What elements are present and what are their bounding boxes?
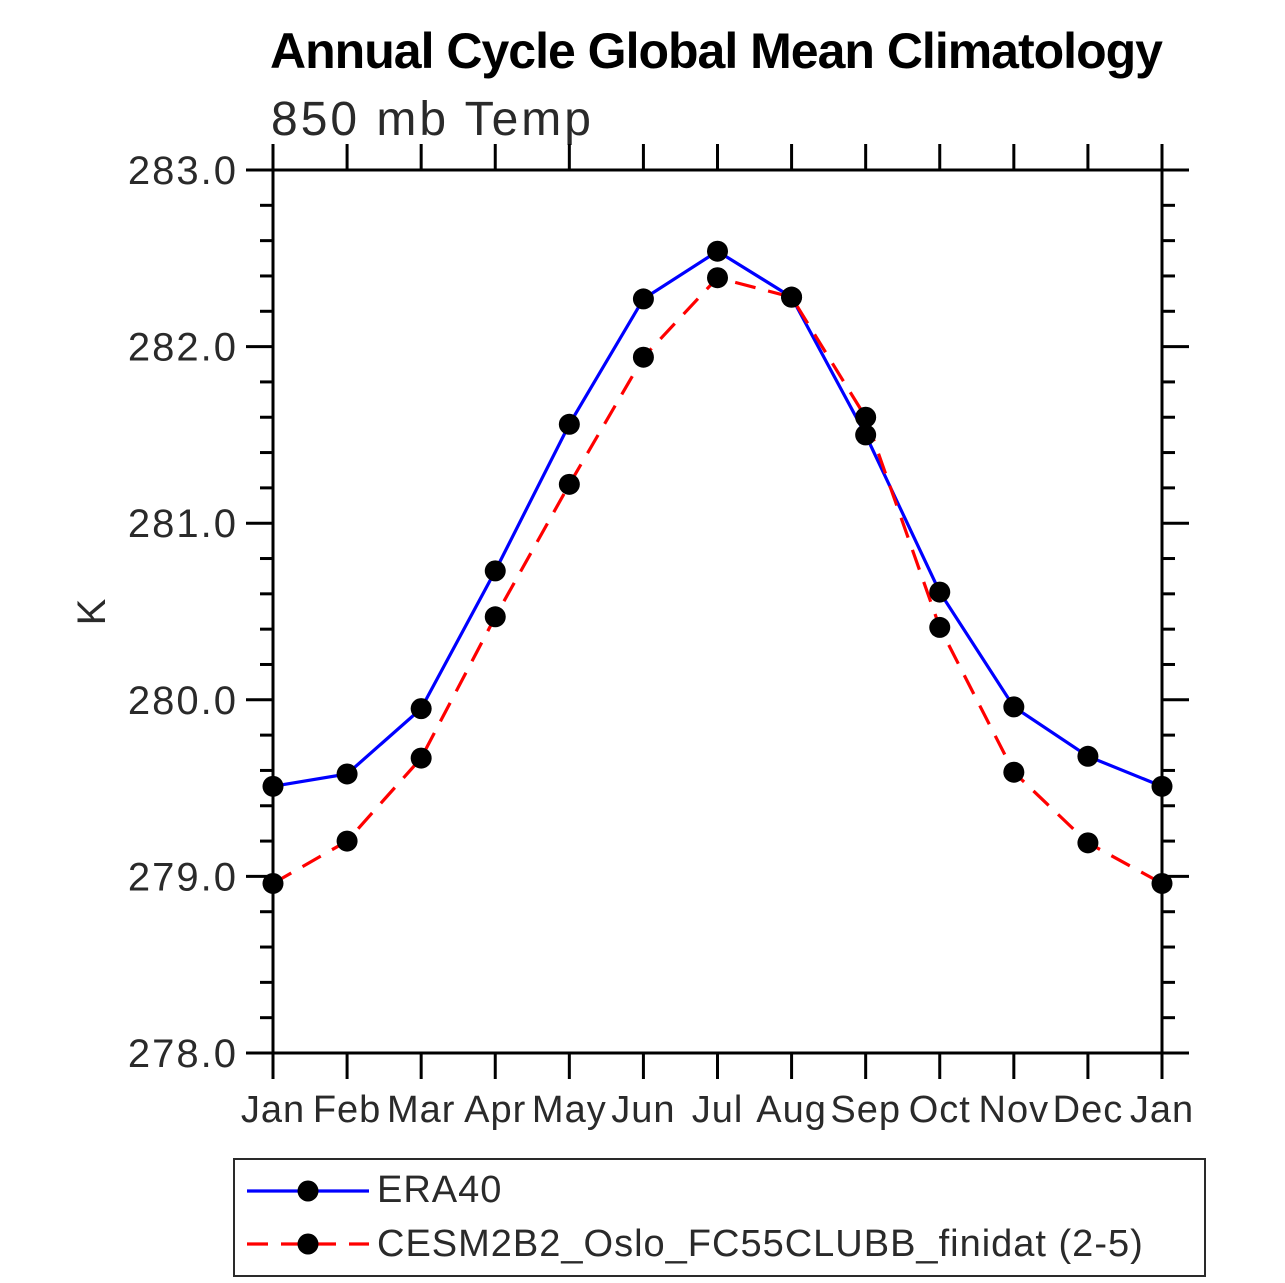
y-tick-label: 280.0 xyxy=(128,679,238,723)
x-tick-label: Jun xyxy=(611,1089,675,1131)
data-point xyxy=(855,406,877,428)
data-point xyxy=(1003,761,1025,783)
data-point xyxy=(929,616,951,638)
x-tick-label: Jan xyxy=(1130,1089,1194,1131)
x-tick-label: Apr xyxy=(464,1089,526,1131)
chart-subtitle: 850 mb Temp xyxy=(271,93,594,146)
cesm-sample-marker xyxy=(297,1233,319,1255)
series-lines xyxy=(272,249,1163,885)
data-point xyxy=(707,240,728,262)
data-point xyxy=(632,288,654,310)
data-point xyxy=(410,747,432,769)
x-tick-label: Nov xyxy=(979,1089,1050,1131)
y-tick-label: 283.0 xyxy=(128,149,238,193)
legend-item-era40: ERA40 xyxy=(243,1169,1204,1212)
data-point xyxy=(632,346,654,368)
series-line-0 xyxy=(272,249,1163,788)
data-point xyxy=(558,413,580,435)
x-tick-label: Sep xyxy=(830,1089,901,1131)
data-point xyxy=(781,286,803,308)
era40-sample-marker xyxy=(297,1180,319,1202)
data-point xyxy=(262,872,284,894)
x-tick-label: Oct xyxy=(909,1089,971,1131)
data-point xyxy=(1077,745,1099,767)
data-point xyxy=(336,763,358,785)
data-point xyxy=(707,267,728,289)
chart-title: Annual Cycle Global Mean Climatology xyxy=(270,23,1163,79)
era40-line-sample xyxy=(247,1180,369,1202)
legend: ERA40 CESM2B2_Oslo_FC55CLUBB_finidat (2-… xyxy=(233,1158,1206,1277)
series-markers xyxy=(262,240,1173,894)
legend-item-cesm: CESM2B2_Oslo_FC55CLUBB_finidat (2-5) xyxy=(243,1223,1204,1266)
x-tick-label: Feb xyxy=(313,1089,381,1131)
data-point xyxy=(1151,775,1173,797)
data-point xyxy=(1151,872,1173,894)
x-tick-label: May xyxy=(532,1089,607,1131)
legend-label-era40: ERA40 xyxy=(377,1169,503,1212)
data-point xyxy=(929,581,951,603)
data-point xyxy=(410,698,432,720)
data-point xyxy=(484,606,506,628)
x-tick-label: Dec xyxy=(1053,1089,1124,1131)
data-point xyxy=(262,775,284,797)
y-tick-label: 278.0 xyxy=(128,1032,238,1076)
series-line-1 xyxy=(272,275,1163,885)
x-tick-label: Jan xyxy=(241,1089,305,1131)
data-point xyxy=(1003,696,1025,718)
axis-ticks xyxy=(246,144,1189,1079)
data-point xyxy=(1077,832,1099,854)
data-point xyxy=(484,560,506,582)
legend-label-cesm: CESM2B2_Oslo_FC55CLUBB_finidat (2-5) xyxy=(377,1222,1144,1265)
data-point xyxy=(558,473,580,495)
data-point xyxy=(855,424,877,446)
y-tick-label: 281.0 xyxy=(128,502,238,546)
x-tick-label: Aug xyxy=(756,1089,827,1131)
y-tick-label: 279.0 xyxy=(128,855,238,899)
cesm-line-sample xyxy=(247,1233,369,1255)
x-tick-label: Jul xyxy=(692,1089,744,1131)
y-tick-label: 282.0 xyxy=(128,326,238,370)
data-point xyxy=(336,830,358,852)
axis-tick-labels: Jan Feb Mar Apr May Jun Jul Aug Sep Oct Nov Dec Jan2… xyxy=(128,149,1194,1131)
x-tick-label: Mar xyxy=(387,1089,455,1131)
